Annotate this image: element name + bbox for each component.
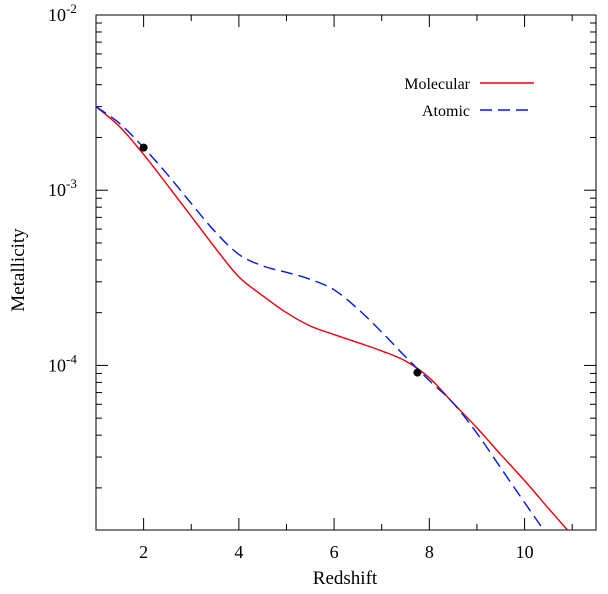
data-point [139, 143, 148, 152]
series-lines [95, 106, 568, 531]
data-point [413, 368, 422, 377]
legend: Molecular Atomic [404, 76, 534, 120]
data-points [139, 143, 422, 377]
y-tick-label: 10-3 [48, 176, 77, 200]
x-axis-label: Redshift [313, 568, 378, 589]
y-tick-label: 10-2 [48, 1, 77, 25]
series-line-atomic [95, 106, 545, 531]
y-axis-label: Metallicity [8, 228, 29, 312]
x-tick-label: 6 [330, 542, 339, 562]
y-ticks [96, 14, 596, 489]
x-tick-label: 2 [139, 542, 148, 562]
legend-label: Molecular [404, 76, 470, 93]
x-tick-label: 8 [425, 542, 434, 562]
x-tick-labels: 2 4 6 8 10 [139, 542, 533, 562]
series-line-molecular [95, 106, 568, 531]
plot-frame [95, 14, 597, 531]
y-tick-labels: 10-2 10-3 10-4 [48, 1, 77, 375]
x-tick-label: 10 [516, 542, 534, 562]
legend-label: Atomic [422, 103, 470, 120]
y-tick-label: 10-4 [48, 351, 77, 375]
x-tick-label: 4 [234, 542, 243, 562]
x-ticks [95, 15, 573, 530]
